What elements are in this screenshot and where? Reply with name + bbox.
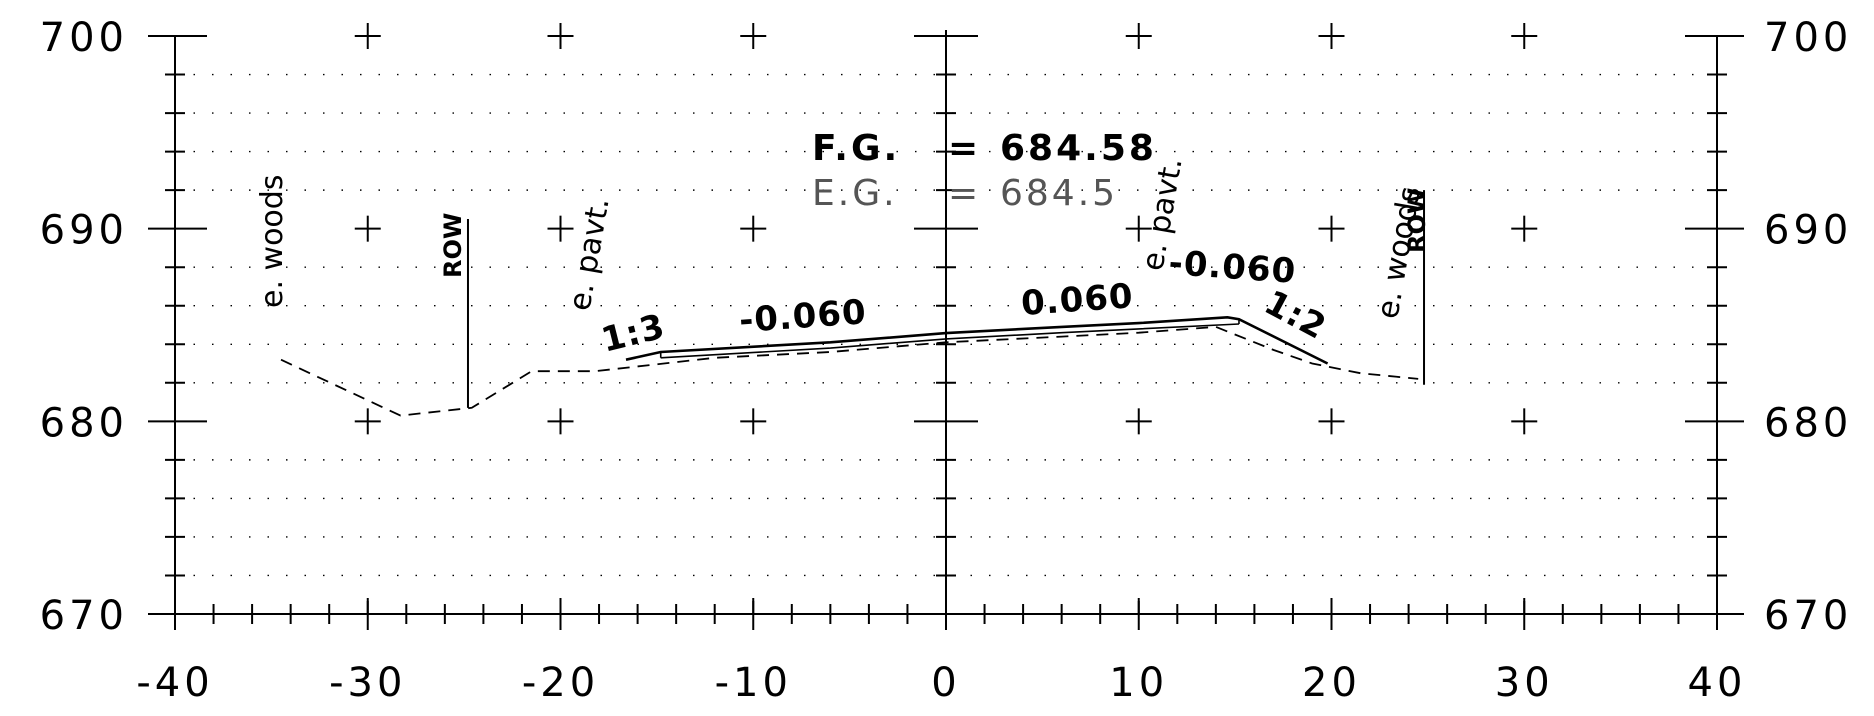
finished-grade-equals: =	[948, 128, 981, 169]
proposed-grade-bottom	[660, 323, 1240, 359]
y-tick-label-left: 700	[40, 15, 128, 61]
left-cross-slope-label: -0.060	[738, 292, 868, 341]
x-tick-label: 20	[1302, 660, 1361, 706]
left-woods-note: e. woods	[255, 175, 290, 308]
y-tick-label-right: 670	[1764, 593, 1852, 639]
proposed-grade-top	[625, 315, 1329, 365]
finished-grade-value: 684.58	[1000, 128, 1157, 169]
right-row-label: ROW	[1403, 188, 1431, 253]
y-tick-label-left: 670	[40, 593, 128, 639]
x-tick-label: 40	[1688, 660, 1747, 706]
y-tick-label-left: 680	[40, 400, 128, 446]
x-tick-label: 10	[1109, 660, 1168, 706]
right-cross-slope-label: 0.060	[1020, 276, 1135, 324]
y-tick-label-right: 700	[1764, 15, 1852, 61]
axis-tick-labels: -40 -30 -20 -10 0 10 20 30 40 700 690 680 670 700 690 6…	[40, 15, 1852, 706]
x-tick-label: -20	[522, 660, 599, 706]
existing-grade-label: E.G.	[812, 173, 898, 214]
x-tick-label: -10	[715, 660, 792, 706]
x-tick-label: 30	[1495, 660, 1554, 706]
x-tick-label: -40	[136, 660, 213, 706]
y-tick-label-right: 690	[1764, 208, 1852, 254]
profiles	[280, 190, 1426, 417]
existing-ground-profile	[280, 325, 1419, 417]
y-tick-label-right: 680	[1764, 400, 1852, 446]
finished-grade-label: F.G.	[812, 128, 900, 169]
existing-grade-equals: =	[948, 173, 981, 214]
existing-grade-value: 684.5	[1000, 173, 1118, 214]
x-tick-label: 0	[931, 660, 960, 706]
left-pavement-note: e. pavt.	[562, 195, 616, 313]
grade-annotation: F.G. = 684.58 E.G. = 684.5	[812, 128, 1157, 214]
left-row-label: ROW	[439, 213, 467, 278]
right-upper-slope-label: -0.060	[1167, 243, 1297, 292]
right-side-slope-label: 1:2	[1258, 283, 1333, 348]
y-tick-label-left: 690	[40, 208, 128, 254]
x-tick-label: -30	[329, 660, 406, 706]
axis-frame	[148, 30, 1744, 630]
